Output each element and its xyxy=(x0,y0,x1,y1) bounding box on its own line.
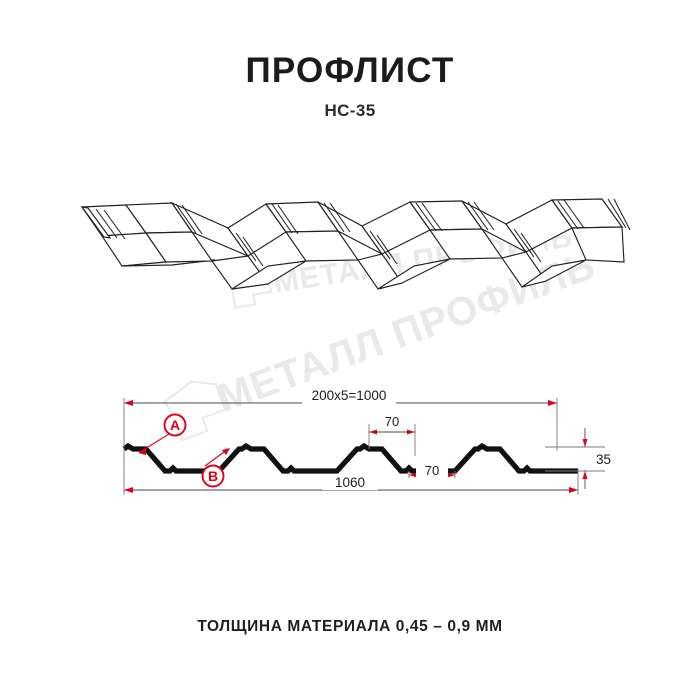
iso-valley-4b xyxy=(521,259,587,288)
header-block: ПРОФЛИСТ НС-35 xyxy=(0,51,700,121)
callout-b-circle-icon xyxy=(201,464,225,488)
dim-label-bg-valley xyxy=(416,463,448,478)
profile-cross-section xyxy=(122,442,578,474)
arrow-crest-right-icon xyxy=(407,429,415,435)
callout-b[interactable]: B xyxy=(201,448,231,488)
callout-b-arrow-icon xyxy=(222,448,230,455)
dim-label-bg-crest xyxy=(376,414,408,429)
dim-label-pitch-total: 200x5=1000 xyxy=(312,388,387,403)
dimension-overall-width: 1060 xyxy=(123,449,579,495)
dim-label-overall-width: 1060 xyxy=(335,475,365,490)
arrow-height-top-icon xyxy=(582,439,588,447)
dimension-valley-width: 70 xyxy=(408,463,456,478)
iso-web-4 xyxy=(571,226,625,263)
dimension-crest-width: 70 xyxy=(368,414,416,456)
arrow-overall-right-icon xyxy=(569,487,578,493)
callout-a[interactable]: A xyxy=(138,413,187,456)
material-thickness-caption: ТОЛЩИНА МАТЕРИАЛА 0,45 – 0,9 ММ xyxy=(197,618,503,635)
arrow-pitch-left-icon xyxy=(124,400,133,406)
callout-b-label: B xyxy=(208,468,218,484)
dimension-height: 35 xyxy=(545,428,611,489)
callout-a-circle-icon xyxy=(163,413,187,437)
arrow-valley-left-icon xyxy=(409,472,417,478)
dim-label-valley-width: 70 xyxy=(425,463,439,478)
dimension-pitch-total: 200x5=1000 xyxy=(123,388,558,451)
dim-label-crest-width: 70 xyxy=(385,414,399,429)
callout-a-leader xyxy=(139,433,170,453)
arrow-overall-left-icon xyxy=(124,487,133,493)
arrow-crest-left-icon xyxy=(369,429,377,435)
dim-label-height: 35 xyxy=(596,452,611,467)
arrow-valley-right-icon xyxy=(447,472,455,478)
iso-rib-lines xyxy=(95,198,631,267)
iso-valley-3b xyxy=(377,258,451,290)
page-subtitle: НС-35 xyxy=(324,100,376,120)
dim-label-bg-overall xyxy=(322,474,378,490)
callout-a-arrow-icon xyxy=(138,449,146,455)
dim-label-bg-pitch xyxy=(302,388,396,404)
isometric-sheet xyxy=(80,198,631,290)
page-title: ПРОФЛИСТ xyxy=(245,51,455,90)
iso-valley-2b xyxy=(231,260,307,290)
iso-left-end xyxy=(80,206,112,239)
arrow-height-bottom-icon xyxy=(582,471,588,479)
callout-a-label: A xyxy=(170,417,180,433)
arrow-pitch-right-icon xyxy=(548,400,557,406)
